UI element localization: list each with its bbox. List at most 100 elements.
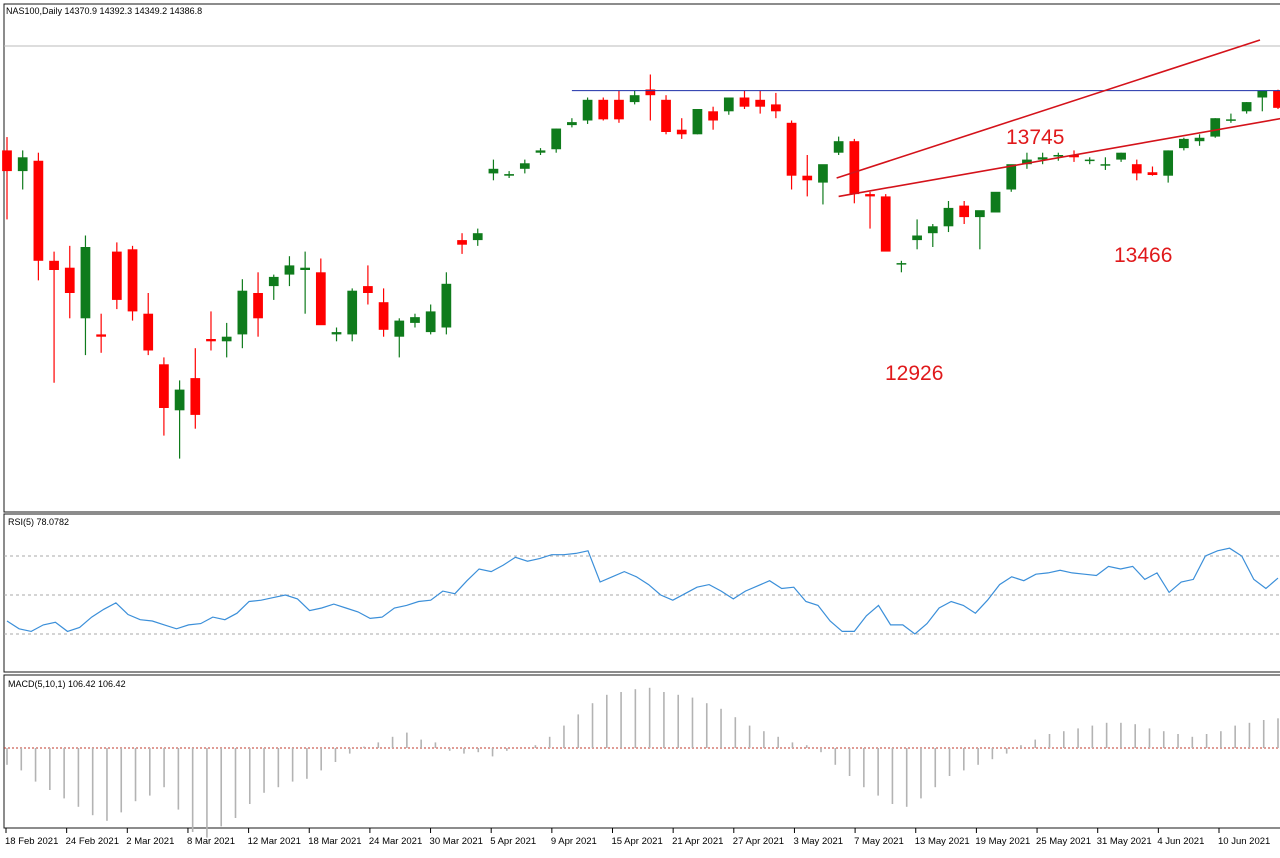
- candle-body: [1147, 172, 1158, 176]
- x-tick-label: 7 May 2021: [854, 836, 904, 847]
- x-tick-label: 3 May 2021: [793, 836, 843, 847]
- candle-body: [723, 97, 734, 112]
- candle-body: [1273, 90, 1280, 108]
- candle-body: [80, 247, 91, 319]
- macd-panel: [3, 674, 1280, 829]
- candle-body: [33, 160, 44, 261]
- candle-body: [990, 191, 1001, 213]
- candle-body: [755, 99, 766, 107]
- candle-body: [1053, 155, 1064, 157]
- x-tick-label: 9 Apr 2021: [551, 836, 597, 847]
- channel-upper-line: [836, 39, 1261, 179]
- candle-body: [692, 109, 703, 135]
- x-tick-label: 4 Jun 2021: [1157, 836, 1204, 847]
- x-tick-label: 21 Apr 2021: [672, 836, 723, 847]
- candle-body: [974, 210, 985, 218]
- candle-body: [441, 283, 452, 328]
- candle-body: [331, 332, 342, 335]
- candle-body: [535, 150, 546, 153]
- candle-body: [1100, 164, 1111, 166]
- candle-body: [190, 378, 201, 415]
- candle-body: [912, 235, 922, 241]
- price-layer: [2, 39, 1280, 459]
- candle-body: [614, 99, 624, 120]
- rsi-layer: [4, 547, 1280, 635]
- candle-body: [771, 104, 781, 112]
- candle-body: [1178, 138, 1189, 149]
- candle-body: [394, 320, 405, 337]
- candle-body: [159, 364, 169, 408]
- candle-body: [661, 99, 671, 132]
- candle-body: [472, 233, 483, 241]
- candle-body: [347, 290, 358, 335]
- candle-body: [111, 251, 122, 300]
- x-tick-label: 10 Jun 2021: [1218, 836, 1270, 847]
- candle-body: [1131, 164, 1142, 174]
- annotation-12926: 12926: [885, 362, 943, 385]
- x-tick-label: 27 Apr 2021: [733, 836, 784, 847]
- x-tick-label: 12 Mar 2021: [248, 836, 301, 847]
- candle-body: [127, 249, 138, 312]
- candle-body: [49, 260, 59, 270]
- macd-layer: [4, 687, 1280, 838]
- candle-body: [1210, 118, 1221, 137]
- x-tick-label: 15 Apr 2021: [612, 836, 663, 847]
- candle-body: [143, 313, 154, 351]
- candle-body: [598, 99, 609, 120]
- candle-body: [629, 95, 640, 103]
- channel-lower-line: [838, 117, 1280, 198]
- candle-body: [551, 128, 562, 150]
- candle-body: [943, 207, 954, 227]
- candle-body: [1084, 159, 1095, 162]
- candle-body: [237, 290, 248, 335]
- x-tick-label: 19 May 2021: [975, 836, 1030, 847]
- candle-body: [582, 99, 593, 121]
- candle-body: [64, 267, 75, 293]
- x-tick-label: 18 Feb 2021: [5, 836, 58, 847]
- candle-body: [221, 336, 232, 342]
- x-tick-label: 5 Apr 2021: [490, 836, 536, 847]
- x-tick-label: 25 May 2021: [1036, 836, 1091, 847]
- candle-body: [1257, 90, 1268, 98]
- candle-body: [927, 226, 938, 234]
- rsi-line: [6, 547, 1279, 635]
- candle-body: [410, 317, 420, 323]
- candle-body: [1006, 164, 1017, 190]
- candle-body: [818, 164, 828, 183]
- candle-body: [1241, 102, 1252, 112]
- candle-body: [1069, 155, 1079, 158]
- x-tick-label: 18 Mar 2021: [308, 836, 361, 847]
- rsi-panel: [3, 513, 1280, 673]
- x-tick-label: 24 Feb 2021: [66, 836, 119, 847]
- candle-body: [849, 141, 860, 195]
- x-tick-label: 24 Mar 2021: [369, 836, 422, 847]
- candle-body: [1037, 157, 1048, 160]
- candle-body: [676, 129, 687, 135]
- candle-body: [378, 302, 389, 330]
- x-axis-ticks: 18 Feb 2021 24 Feb 2021 2 Mar 2021 8 Mar 20…: [5, 828, 1270, 847]
- chart-header: NAS100,Daily 14370.9 14392.3 14349.2 143…: [6, 6, 202, 16]
- candle-body: [284, 265, 295, 275]
- candle-body: [300, 267, 311, 270]
- candle-body: [645, 89, 656, 96]
- annotation-13745: 13745: [1006, 126, 1064, 149]
- candle-body: [865, 194, 875, 197]
- rsi-label: RSI(5) 78.0782: [8, 517, 69, 527]
- candle-body: [2, 150, 12, 172]
- candle-body: [802, 175, 813, 181]
- candle-body: [1226, 119, 1236, 121]
- candle-body: [504, 174, 514, 176]
- candle-body: [1194, 137, 1205, 142]
- annotation-13466: 13466: [1114, 244, 1172, 267]
- candle-body: [1022, 159, 1032, 165]
- candle-body: [488, 168, 499, 174]
- x-tick-label: 31 May 2021: [1097, 836, 1152, 847]
- macd-label: MACD(5,10,1) 106.42 106.42: [8, 679, 126, 689]
- candle-body: [253, 293, 263, 319]
- candle-body: [1116, 152, 1126, 160]
- candle-body: [959, 205, 970, 218]
- candle-body: [833, 141, 844, 153]
- candle-body: [315, 272, 326, 326]
